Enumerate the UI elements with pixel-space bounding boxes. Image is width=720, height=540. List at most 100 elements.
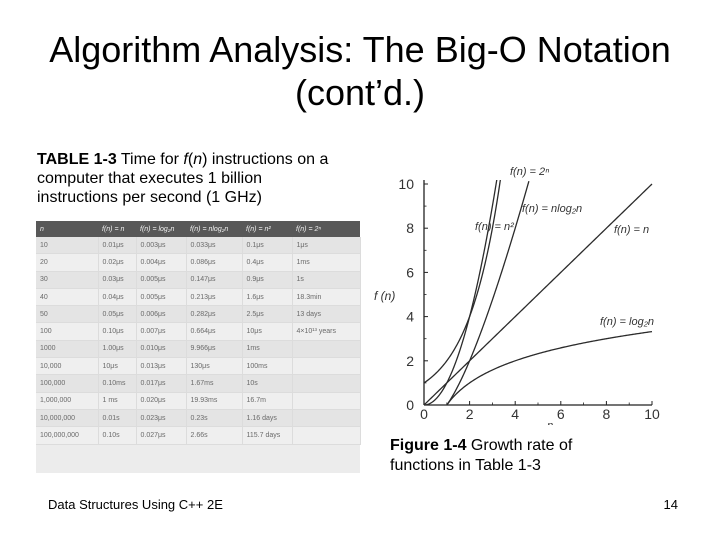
table-header-cell: f(n) = log₂n: [136, 221, 186, 237]
x-tick-label: 10: [644, 406, 660, 422]
y-tick-label: 6: [406, 264, 414, 280]
table-caption-fn-f: f: [183, 151, 188, 168]
table-cell: 0.005μs: [136, 288, 187, 307]
table-cell: 0.1μs: [242, 237, 293, 255]
table-row: 1000 1.00μs 0.010μs 9.966μs 1ms: [36, 340, 361, 359]
table-cell: [292, 392, 361, 410]
table-cell: 0.4μs: [242, 253, 293, 272]
x-tick-label: 2: [466, 406, 474, 422]
table-row: 100,000,000 0.10s 0.027μs 2.66s 115.7 days: [36, 426, 361, 445]
table-cell: 0.213μs: [186, 288, 243, 307]
table-row: 30 0.03μs 0.005μs 0.147μs 0.9μs 1s: [36, 271, 361, 289]
table-cell: 0.147μs: [186, 271, 243, 289]
series-label: f(n) = 2ⁿ: [510, 166, 549, 178]
y-tick-label: 0: [406, 397, 414, 413]
table-cell: 1.16 days: [242, 409, 293, 428]
table-caption-text-b: instructions on a computer that executes…: [37, 151, 329, 206]
table-body: 10 0.01μs 0.003μs 0.033μs 0.1μs 1μs 20 0.02μs 0.…: [36, 237, 361, 445]
table-cell: 0.003μs: [136, 237, 187, 255]
series-line: [446, 330, 653, 405]
table-header-cell: f(n) = nlog₂n: [186, 221, 242, 237]
table-cell: 18.3min: [292, 288, 361, 307]
table-row: 10,000,000 0.01s 0.023μs 0.23s 1.16 days: [36, 409, 361, 428]
table-cell: 0.23s: [186, 409, 243, 428]
table-cell: 0.04μs: [98, 288, 137, 307]
table-header-cell: f(n) = n: [98, 221, 136, 237]
table-caption-fn-close: ): [202, 151, 208, 168]
table-cell: 130μs: [186, 357, 243, 376]
table-cell: 0.10μs: [98, 322, 137, 341]
table-cell: 0.01s: [98, 409, 137, 428]
series-line: [424, 180, 501, 384]
table-cell: 30: [36, 271, 99, 289]
slide-title: Algorithm Analysis: The Big-O Notation (…: [0, 28, 720, 114]
table-cell: 115.7 days: [242, 426, 293, 445]
table-cell: 0.027μs: [136, 426, 187, 445]
figure-caption-text: Growth rate of functions in Table 1-3: [390, 437, 573, 474]
table-cell: 10μs: [242, 322, 293, 341]
table-cell: 16.7m: [242, 392, 293, 410]
table-caption-label: TABLE 1-3: [37, 151, 117, 168]
x-tick-label: 4: [511, 406, 519, 422]
growth-rate-chart: 0 2 4 6 8 10 0 2 4 6 8 10 f (n) n f(n) = 2ⁿ f(n) = n² f(…: [370, 160, 670, 425]
table-cell: 1.6μs: [242, 288, 293, 307]
table-cell: 0.005μs: [136, 271, 187, 289]
table-header-cell: f(n) = n²: [242, 221, 292, 237]
series-line: [424, 180, 498, 405]
table-cell: 0.020μs: [136, 392, 187, 410]
y-tick-label: 10: [398, 176, 414, 192]
table-cell: 1000: [36, 340, 99, 359]
table-cell: 10,000: [36, 357, 99, 376]
table-cell: 4×10¹³ years: [292, 322, 361, 341]
y-tick-label: 4: [406, 309, 414, 325]
table-cell: 0.033μs: [186, 237, 243, 255]
table-caption-fn-n: n: [193, 151, 203, 168]
table-cell: 0.10ms: [98, 374, 137, 393]
x-tick-label: 0: [420, 406, 428, 422]
table-cell: 0.9μs: [242, 271, 293, 289]
table-cell: 1.67ms: [186, 374, 243, 393]
table-header-cell: n: [36, 221, 98, 237]
table-cell: 0.01μs: [98, 237, 137, 255]
table-row: 100 0.10μs 0.007μs 0.664μs 10μs 4×10¹³ years: [36, 322, 361, 341]
series-label: f(n) = nlog₂n: [522, 203, 582, 215]
table-cell: 0.017μs: [136, 374, 187, 393]
table-cell: 1ms: [292, 253, 361, 272]
table-cell: 100: [36, 322, 99, 341]
table-cell: 1s: [292, 271, 361, 289]
x-tick-label: 6: [557, 406, 565, 422]
figure-caption-label: Figure 1-4: [390, 437, 467, 454]
table-cell: 2.5μs: [242, 305, 293, 324]
table-cell: 0.086μs: [186, 253, 243, 272]
growth-table: n f(n) = n f(n) = log₂n f(n) = nlog₂n f(n) =…: [36, 221, 361, 445]
table-cell: 20: [36, 253, 99, 272]
x-tick-label: 8: [603, 406, 611, 422]
table-cell: [292, 340, 361, 359]
table-cell: 1,000,000: [36, 392, 99, 410]
table-row: 10,000 10μs 0.013μs 130μs 100ms: [36, 357, 361, 376]
table-cell: 13 days: [292, 305, 361, 324]
table-row: 10 0.01μs 0.003μs 0.033μs 0.1μs 1μs: [36, 237, 361, 255]
table-row: 1,000,000 1 ms 0.020μs 19.93ms 16.7m: [36, 392, 361, 410]
table-row: 100,000 0.10ms 0.017μs 1.67ms 10s: [36, 374, 361, 393]
table-header-cell: f(n) = 2ⁿ: [292, 221, 360, 237]
growth-table-container: n f(n) = n f(n) = log₂n f(n) = nlog₂n f(n) =…: [36, 221, 361, 473]
table-header-row: n f(n) = n f(n) = log₂n f(n) = nlog₂n f(n) =…: [36, 221, 360, 237]
figure-caption: Figure 1-4 Growth rate of functions in T…: [390, 436, 630, 476]
series-label: f(n) = n²: [475, 221, 514, 233]
table-cell: 1 ms: [98, 392, 137, 410]
table-cell: 10μs: [98, 357, 137, 376]
series-line: [424, 183, 653, 405]
table-cell: 0.10s: [98, 426, 137, 445]
table-cell: 0.006μs: [136, 305, 187, 324]
table-cell: 50: [36, 305, 99, 324]
table-cell: 19.93ms: [186, 392, 243, 410]
table-cell: 10: [36, 237, 99, 255]
table-cell: 100,000: [36, 374, 99, 393]
table-cell: 0.05μs: [98, 305, 137, 324]
y-tick-label: 2: [406, 353, 414, 369]
table-cell: 10,000,000: [36, 409, 99, 428]
table-cell: 100ms: [242, 357, 293, 376]
table-cell: 0.282μs: [186, 305, 243, 324]
table-cell: 1.00μs: [98, 340, 137, 359]
